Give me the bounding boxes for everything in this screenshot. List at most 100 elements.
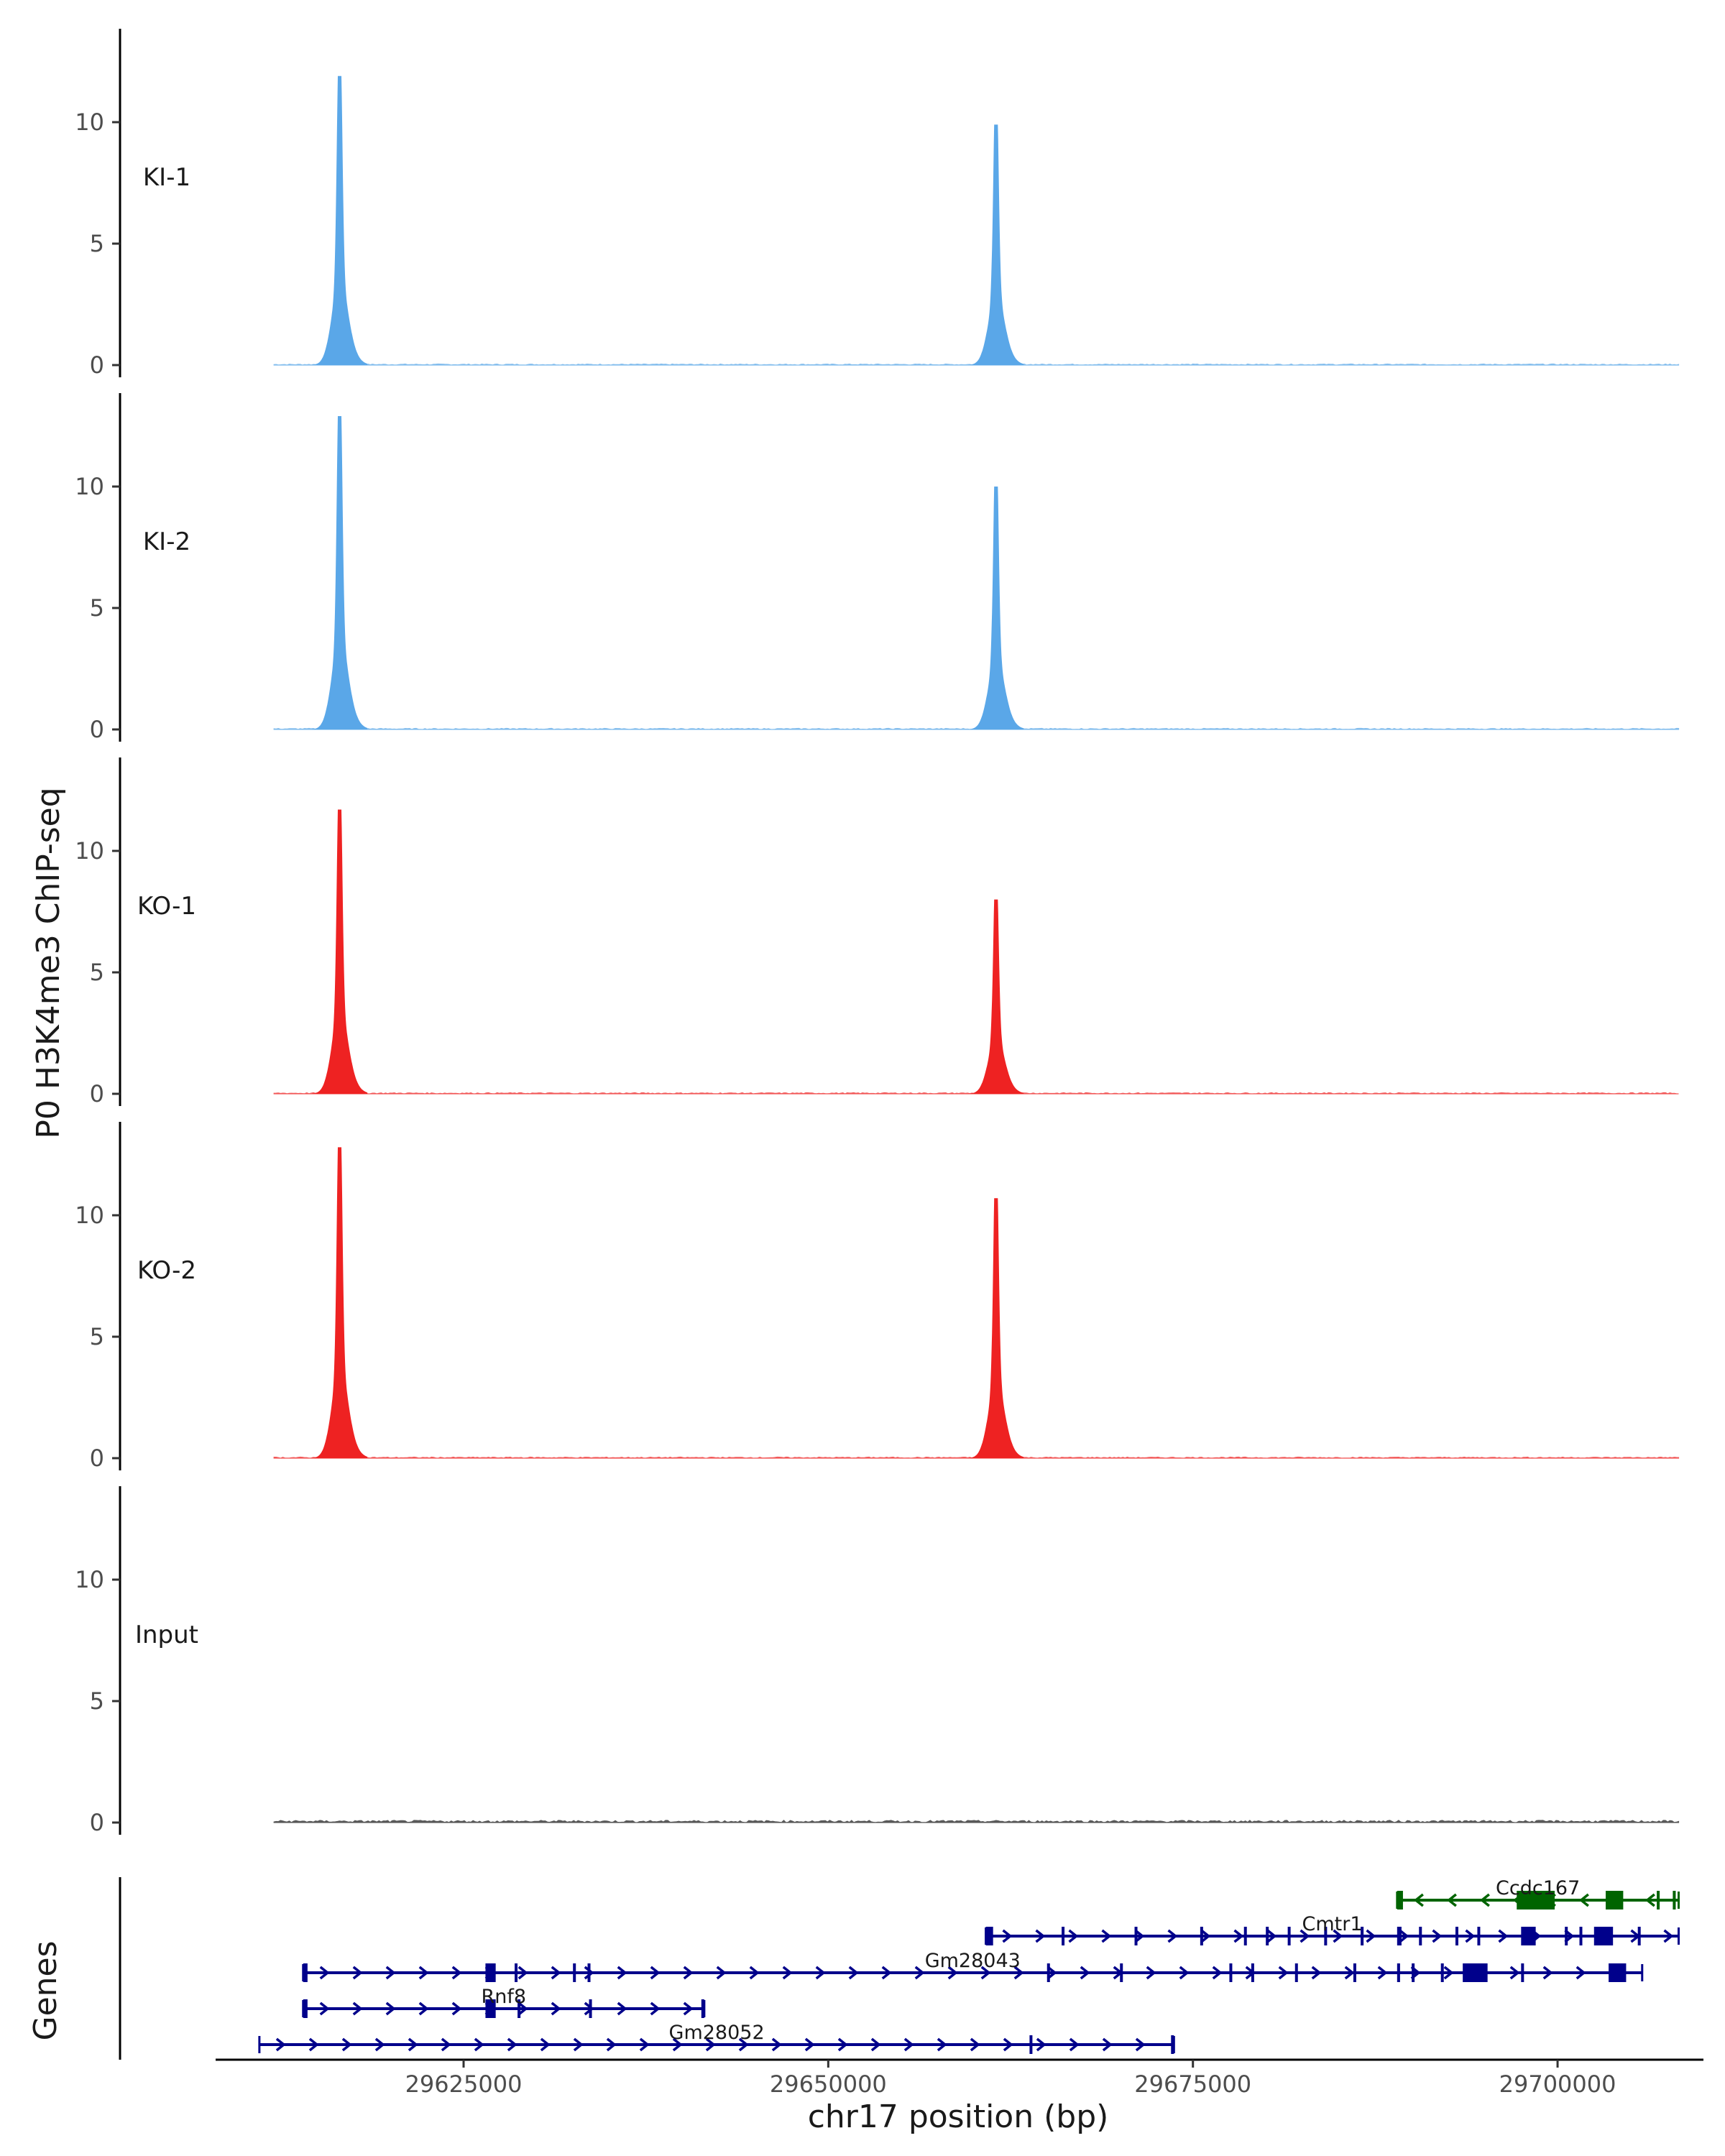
exon: [1517, 1891, 1555, 1909]
strand-arrow: [1300, 1929, 1310, 1943]
strand-arrow: [584, 1966, 594, 1980]
y-tick-label: 5: [90, 1323, 104, 1350]
strand-arrow: [683, 2001, 694, 2016]
strand-arrow: [1068, 1929, 1079, 1943]
x-tick-label: 29625000: [405, 2070, 523, 2098]
exon: [1419, 1927, 1422, 1945]
strand-arrow: [518, 2001, 528, 2016]
strand-arrow: [1233, 1929, 1244, 1943]
y-tick-label: 10: [75, 473, 104, 500]
gene-label: Ccdc167: [1496, 1877, 1580, 1899]
strand-arrow: [1035, 1929, 1046, 1943]
exon: [1266, 1927, 1269, 1945]
y-tick-label: 0: [90, 716, 104, 743]
strand-arrow: [1134, 1929, 1145, 1943]
strand-arrow: [551, 1966, 561, 1980]
exon: [1324, 1927, 1328, 1945]
exon: [1229, 1963, 1233, 1982]
strand-arrow: [837, 2037, 848, 2052]
strand-arrow: [1498, 1929, 1509, 1943]
exon: [589, 1999, 592, 2018]
exon: [985, 1927, 993, 1945]
strand-arrow: [947, 1966, 958, 1980]
exon: [1397, 1927, 1402, 1945]
exon: [1609, 1963, 1627, 1982]
strand-arrow: [1266, 1929, 1277, 1943]
strand-arrow: [441, 2037, 451, 2052]
track-label: KI-1: [143, 163, 190, 192]
track-ki-2: 0 5 10 KI-2: [75, 393, 1680, 743]
x-axis: 29625000 29650000 29675000 29700000: [216, 2058, 1703, 2098]
exon: [1294, 1963, 1298, 1982]
y-tick-label: 0: [90, 1809, 104, 1836]
strand-arrow: [418, 1966, 429, 1980]
exon: [1397, 1963, 1400, 1982]
strand-arrow: [1167, 1929, 1178, 1943]
strand-arrow: [352, 1966, 363, 1980]
strand-arrow: [408, 2037, 418, 2052]
exon: [1565, 1927, 1568, 1945]
exon: [1029, 2035, 1033, 2054]
x-tick-label: 29675000: [1134, 2070, 1251, 2098]
strand-arrow: [848, 1966, 859, 1980]
strand-arrow: [771, 2037, 782, 2052]
strand-arrow: [650, 1966, 661, 1980]
strand-arrow: [551, 2001, 561, 2016]
y-tick-label: 5: [90, 230, 104, 257]
strand-arrow: [804, 2037, 815, 2052]
strand-arrow: [1377, 1966, 1388, 1980]
strand-arrow: [1102, 2037, 1113, 2052]
strand-arrow: [1101, 1929, 1112, 1943]
strand-arrow: [639, 2037, 650, 2052]
strand-arrow: [1200, 1929, 1211, 1943]
track-label: KO-1: [137, 892, 196, 921]
strand-arrow: [1465, 1929, 1476, 1943]
strand-arrow: [1399, 1929, 1409, 1943]
gene-label: Cmtr1: [1302, 1913, 1362, 1935]
strand-arrow: [1344, 1966, 1355, 1980]
exon: [1397, 1891, 1403, 1909]
strand-arrow: [1333, 1929, 1343, 1943]
gene-gm28043: Gm28043: [302, 1950, 1644, 1982]
gene-cmtr1: Cmtr1: [985, 1913, 1680, 1945]
strand-arrow: [1179, 1966, 1190, 1980]
strand-arrow: [385, 1966, 396, 1980]
strand-arrow: [617, 2001, 627, 2016]
strand-arrow: [1036, 2037, 1046, 2052]
exon: [485, 1999, 496, 2018]
strand-arrow: [352, 2001, 363, 2016]
y-tick-label: 0: [90, 1445, 104, 1472]
exon: [1171, 2035, 1174, 2054]
strand-arrow: [573, 2037, 584, 2052]
exon: [1440, 1963, 1444, 1982]
strand-arrow: [540, 2037, 551, 2052]
y-tick-label: 10: [75, 837, 104, 865]
exon: [1287, 1927, 1291, 1945]
y-tick-label: 10: [75, 1566, 104, 1593]
strand-arrow: [1046, 1966, 1057, 1980]
exon: [1673, 1891, 1676, 1909]
x-tick-label: 29650000: [770, 2070, 887, 2098]
strand-arrow: [451, 2001, 462, 2016]
genes-axis-title: Genes: [27, 1940, 64, 2040]
y-tick-label: 0: [90, 351, 104, 379]
y-tick-label: 5: [90, 594, 104, 622]
y-tick-label: 0: [90, 1080, 104, 1107]
y-tick-label: 10: [75, 1202, 104, 1229]
exon: [1353, 1963, 1356, 1982]
strand-arrow: [749, 1966, 760, 1980]
strand-arrow: [1080, 1966, 1090, 1980]
exon: [1637, 1927, 1641, 1945]
strand-arrow: [308, 2037, 319, 2052]
strand-arrow: [815, 1966, 826, 1980]
strand-arrow: [738, 2037, 749, 2052]
exon: [1134, 1927, 1138, 1945]
exon: [1521, 1927, 1536, 1945]
strand-arrow: [507, 2037, 518, 2052]
strand-arrow: [319, 1966, 330, 1980]
gene-rnf8: Rnf8: [302, 1986, 706, 2018]
strand-arrow: [1013, 1966, 1024, 1980]
peak-2: [968, 899, 1024, 1094]
coverage-baseline: [273, 1820, 1680, 1823]
